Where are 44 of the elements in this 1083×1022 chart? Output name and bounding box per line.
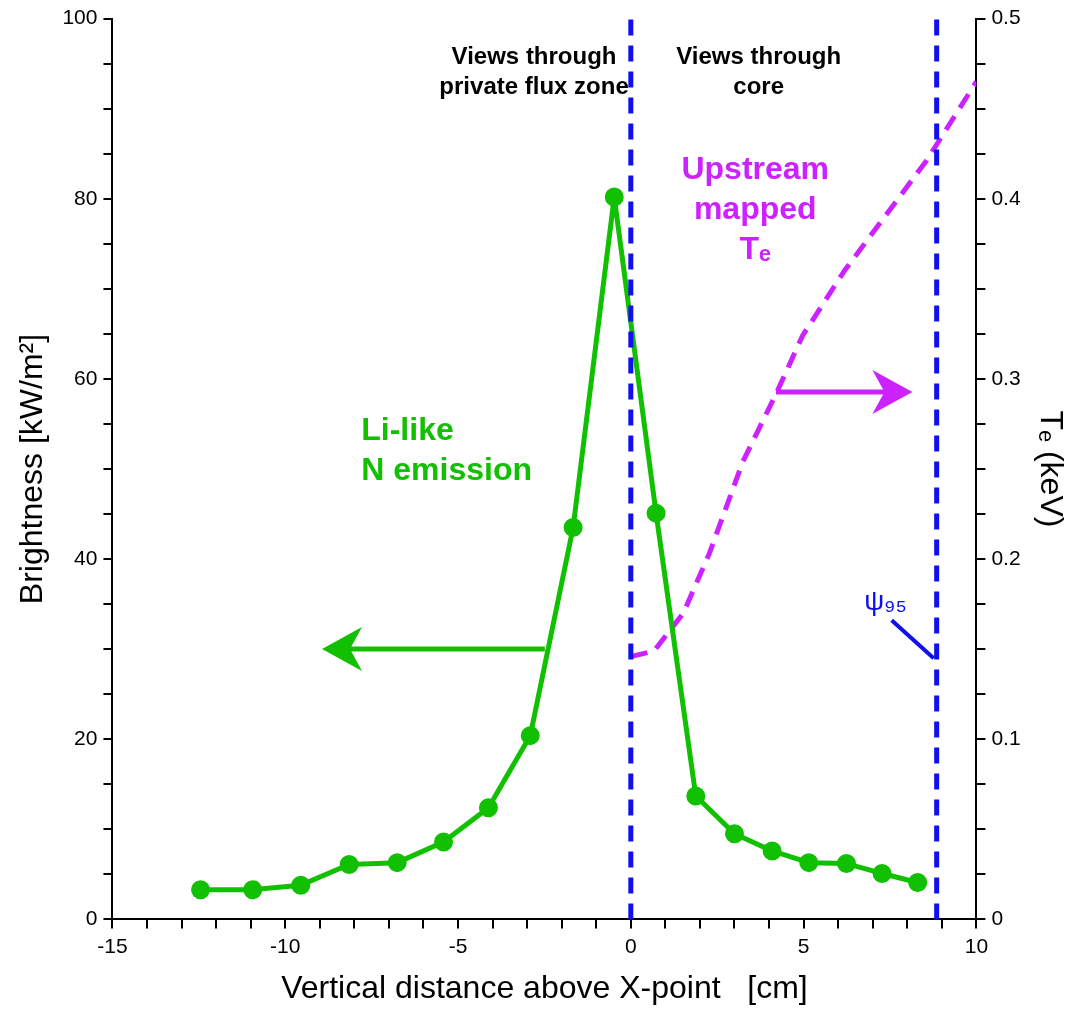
point	[762, 841, 782, 861]
y2-tick-label: 0.2	[991, 545, 1021, 569]
x-tick-label: 0	[624, 933, 637, 957]
point	[604, 187, 624, 207]
point	[646, 503, 666, 523]
annotation: Upstream mapped Tₑ	[681, 149, 830, 266]
y-tick-label: 40	[74, 545, 98, 569]
point	[686, 786, 706, 806]
point	[520, 726, 540, 746]
point	[563, 518, 583, 538]
x-axis-title: Vertical distance above X-point [cm]	[281, 968, 808, 1005]
x-tick-label: -15	[97, 933, 128, 957]
point	[291, 875, 311, 895]
y-tick-label: 100	[62, 5, 98, 29]
ref-line-label: ψ₉₅	[864, 584, 907, 616]
annotation: Views through private flux zone	[439, 42, 629, 100]
point	[387, 853, 407, 873]
y-tick-label: 80	[74, 185, 98, 209]
point	[836, 854, 856, 874]
y2-tick-label: 0	[991, 906, 1004, 930]
y-tick-label: 20	[74, 726, 98, 750]
y2-tick-label: 0.4	[991, 185, 1021, 209]
y2-axis-title: Tₑ (keV)	[1033, 410, 1070, 528]
point	[872, 863, 892, 883]
point	[243, 880, 263, 900]
x-tick-label: 10	[964, 933, 989, 957]
x-tick-label: 5	[797, 933, 810, 957]
y2-tick-label: 0.3	[991, 365, 1021, 389]
point	[478, 798, 498, 818]
y-tick-label: 0	[85, 906, 98, 930]
y2-tick-label: 0.1	[991, 726, 1021, 750]
point	[799, 853, 819, 873]
x-tick-label: -5	[448, 933, 468, 957]
annotation: Views through core	[676, 42, 842, 100]
y-axis-title: Brightness [kW/m²]	[13, 333, 50, 605]
y2-tick-label: 0.5	[991, 5, 1021, 29]
y-tick-label: 60	[74, 365, 98, 389]
point	[434, 832, 454, 852]
annotation: Li-like N emission	[361, 410, 532, 487]
point	[908, 872, 928, 892]
point	[191, 880, 211, 900]
point	[339, 854, 359, 874]
x-tick-label: -10	[270, 933, 301, 957]
point	[725, 824, 744, 844]
